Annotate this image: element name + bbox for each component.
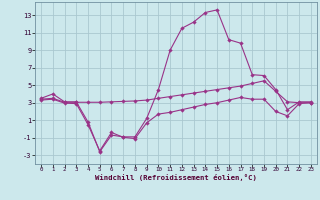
X-axis label: Windchill (Refroidissement éolien,°C): Windchill (Refroidissement éolien,°C) — [95, 174, 257, 181]
